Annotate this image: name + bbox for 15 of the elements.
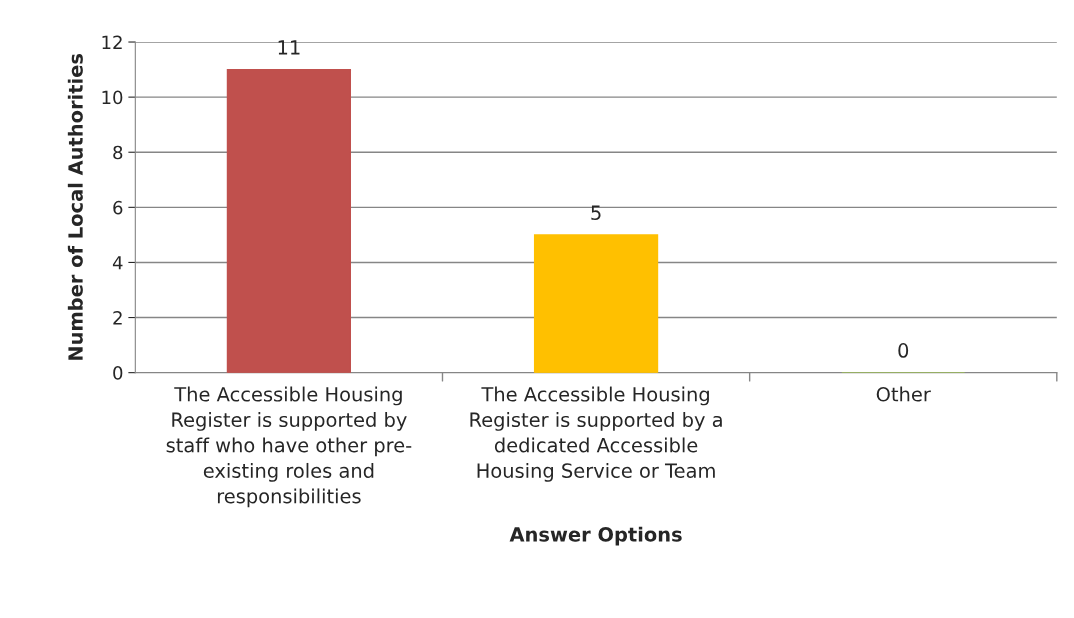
data-label: 11 <box>278 40 300 55</box>
y-tick-label: 2 <box>113 311 122 325</box>
x-tick-label: The Accessible Housing Register is supported by a dedicated Accessible Housing Service or Team <box>470 386 722 482</box>
data-label: 0 <box>898 343 909 358</box>
y-tick-label: 6 <box>113 200 123 215</box>
data-label: 5 <box>591 205 601 221</box>
x-tick-label: Other <box>876 386 931 402</box>
y-axis-title: Number of Local Authorities <box>67 53 83 360</box>
y-tick-label: 8 <box>113 145 123 160</box>
y-tick-label: 10 <box>102 90 123 105</box>
y-tick-label: 4 <box>112 256 123 270</box>
y-tick-label: 0 <box>113 366 123 380</box>
x-axis-title: Answer Options <box>509 526 682 546</box>
y-tick-label: 12 <box>102 35 122 49</box>
x-tick-label: The Accessible Housing Register is supported by staff who have other pre- existing roles and responsibilities <box>166 386 412 508</box>
